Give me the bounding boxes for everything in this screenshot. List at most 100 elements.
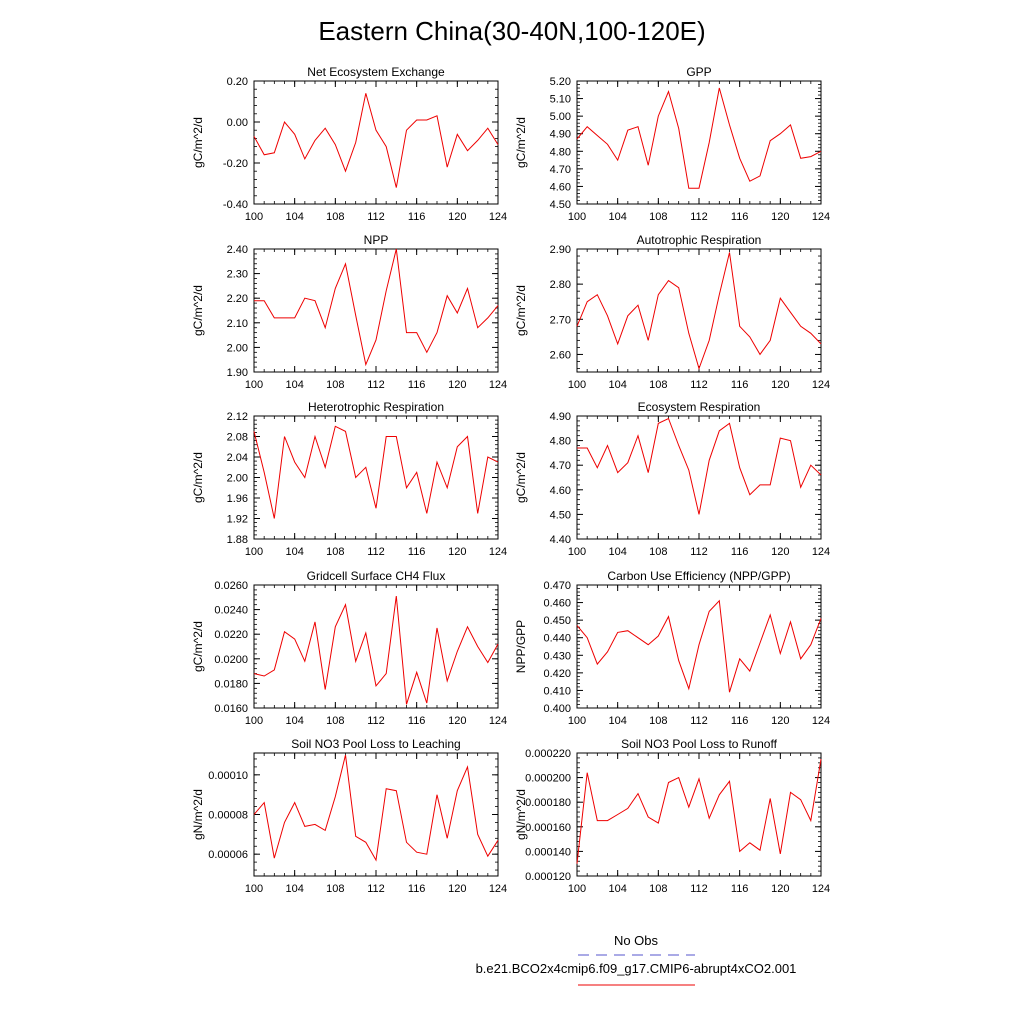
panel-carbon-use-efficiency-npp-gpp: Carbon Use Efficiency (NPP/GPP) NPP/GPP 0.…	[514, 569, 830, 727]
panel-gpp-ytick-label: 4.60	[550, 181, 571, 193]
panel-npp-ytick-label: 2.10	[227, 318, 248, 330]
panel-npp-ytick-label: 2.20	[227, 293, 248, 305]
panel-soil-no3-pool-loss-to-leaching-title: Soil NO3 Pool Loss to Leaching	[291, 737, 460, 751]
panel-npp-frame	[253, 248, 499, 373]
panel-soil-no3-pool-loss-to-runoff-xtick-label: 104	[608, 883, 626, 895]
panel-net-ecosystem-exchange-ylabel: gC/m^2/d	[191, 117, 205, 168]
panel-soil-no3-pool-loss-to-leaching-xtick-label: 112	[367, 883, 385, 895]
panel-autotrophic-respiration-xtick-label: 116	[731, 379, 749, 391]
panel-gpp-ytick-label: 4.80	[550, 146, 571, 158]
panel-gpp-ytick-label: 5.20	[550, 76, 571, 88]
panel-heterotrophic-respiration-xtick-label: 120	[448, 546, 466, 558]
panel-gridcell-surface-ch4-flux-ytick-label: 0.0180	[214, 678, 248, 690]
panel-net-ecosystem-exchange-xtick-label: 112	[367, 211, 385, 223]
panel-ecosystem-respiration-ytick-label: 4.80	[550, 436, 571, 448]
panel-net-ecosystem-exchange-xtick-label: 108	[326, 211, 344, 223]
panel-autotrophic-respiration-ylabel: gC/m^2/d	[514, 285, 528, 336]
panel-soil-no3-pool-loss-to-runoff: Soil NO3 Pool Loss to RunoffgN/m^2/d0.00…	[514, 737, 830, 895]
panel-gridcell-surface-ch4-flux-xtick-label: 124	[489, 715, 507, 727]
panel-autotrophic-respiration-ytick-label: 2.90	[550, 244, 571, 256]
panel-soil-no3-pool-loss-to-leaching-xtick-label: 116	[408, 883, 426, 895]
panel-heterotrophic-respiration-ytick-label: 1.92	[227, 514, 248, 526]
legend-model-label: b.e21.BCO2x4cmip6.f09_g17.CMIP6-abrupt4x…	[476, 961, 797, 976]
panel-autotrophic-respiration-xtick-label: 108	[649, 379, 667, 391]
panel-heterotrophic-respiration-ytick-label: 1.88	[227, 534, 248, 546]
panel-heterotrophic-respiration-ytick-label: 2.04	[227, 452, 248, 464]
panel-heterotrophic-respiration-title: Heterotrophic Respiration	[308, 400, 444, 414]
panel-net-ecosystem-exchange-ytick-label: -0.20	[223, 158, 248, 170]
panel-ecosystem-respiration-ytick-label: 4.90	[550, 411, 571, 423]
panel-carbon-use-efficiency-npp-gpp-ytick-label: 0.470	[543, 580, 571, 592]
panel-gpp-xtick-label: 120	[771, 211, 789, 223]
panel-gridcell-surface-ch4-flux-title: Gridcell Surface CH4 Flux	[307, 569, 446, 583]
panel-ecosystem-respiration-xtick-label: 112	[690, 546, 708, 558]
panel-gpp-ylabel: gC/m^2/d	[514, 117, 528, 168]
panel-autotrophic-respiration: Autotrophic Respiration gC/m^2/d 2.60 2.70 2…	[514, 233, 830, 391]
panel-gridcell-surface-ch4-flux: Gridcell Surface CH4 Flux gC/m^2/d 0.0160 0…	[191, 569, 507, 727]
panel-soil-no3-pool-loss-to-runoff-xtick-label: 112	[690, 883, 708, 895]
panel-soil-no3-pool-loss-to-runoff-xtick-label: 108	[649, 883, 667, 895]
panel-autotrophic-respiration-frame	[576, 248, 822, 373]
panel-autotrophic-respiration-xtick-label: 112	[690, 379, 708, 391]
panel-soil-no3-pool-loss-to-runoff-ytick-label: 0.000120	[525, 871, 571, 883]
panel-gridcell-surface-ch4-flux-xtick-label: 116	[408, 715, 426, 727]
panel-soil-no3-pool-loss-to-runoff-ylabel: gN/m^2/d	[514, 789, 528, 840]
panel-carbon-use-efficiency-npp-gpp-ytick-label: 0.420	[543, 668, 571, 680]
panel-soil-no3-pool-loss-to-leaching-xtick-label: 120	[448, 883, 466, 895]
panel-gpp-ytick-label: 4.90	[550, 129, 571, 141]
panel-npp-xtick-label: 108	[326, 379, 344, 391]
panel-carbon-use-efficiency-npp-gpp-xtick-label: 100	[568, 715, 586, 727]
panel-autotrophic-respiration-title: Autotrophic Respiration	[637, 233, 762, 247]
panel-npp-xtick-label: 104	[285, 379, 303, 391]
panel-net-ecosystem-exchange: Net Ecosystem Exchange gC/m^2/d -0.40 -0.20…	[191, 65, 507, 223]
panel-heterotrophic-respiration-ytick-label: 2.00	[227, 473, 248, 485]
panel-ecosystem-respiration-xtick-label: 116	[731, 546, 749, 558]
panel-npp-xtick-label: 120	[448, 379, 466, 391]
panel-heterotrophic-respiration-xtick-label: 108	[326, 546, 344, 558]
panel-ecosystem-respiration-ytick-label: 4.40	[550, 534, 571, 546]
panel-npp-series-line	[254, 248, 499, 367]
panel-gridcell-surface-ch4-flux-ytick-label: 0.0240	[214, 605, 248, 617]
panel-gpp-xtick-label: 108	[649, 211, 667, 223]
panel-ecosystem-respiration-title: Ecosystem Respiration	[638, 400, 761, 414]
panel-net-ecosystem-exchange-frame	[253, 80, 499, 205]
panel-net-ecosystem-exchange-xtick-label: 116	[408, 211, 426, 223]
panel-net-ecosystem-exchange-xtick-label: 100	[245, 211, 263, 223]
panel-carbon-use-efficiency-npp-gpp-series-line	[576, 599, 822, 693]
panel-gridcell-surface-ch4-flux-xtick-label: 104	[285, 715, 303, 727]
panel-gpp-ytick-label: 4.50	[550, 199, 571, 211]
panel-gpp-ytick-label: 5.10	[550, 94, 571, 106]
panel-net-ecosystem-exchange-ytick-label: -0.40	[223, 199, 248, 211]
panel-ecosystem-respiration-xtick-label: 120	[771, 546, 789, 558]
panel-npp-ytick-label: 2.40	[227, 244, 248, 256]
panel-npp-xtick-label: 116	[408, 379, 426, 391]
panel-gpp-series-line	[576, 87, 822, 189]
panel-soil-no3-pool-loss-to-leaching-series-line	[253, 754, 499, 862]
panel-heterotrophic-respiration-ytick-label: 2.12	[227, 411, 248, 423]
figure-title: Eastern China(30-40N,100-120E)	[318, 16, 705, 46]
panel-gridcell-surface-ch4-flux-frame	[253, 584, 499, 709]
panel-soil-no3-pool-loss-to-leaching-xtick-label: 108	[326, 883, 344, 895]
panel-gpp-frame	[576, 80, 822, 205]
panel-gpp: GPP gC/m^2/d 4.50 4.60 4.70 4.80 4.90 5.00 5.10 5…	[514, 65, 830, 223]
panel-autotrophic-respiration-ytick-label: 2.80	[550, 279, 571, 291]
legend-obs-label: No Obs	[614, 933, 659, 948]
panel-carbon-use-efficiency-npp-gpp-title: Carbon Use Efficiency (NPP/GPP)	[607, 569, 790, 583]
panel-ecosystem-respiration-xtick-label: 100	[568, 546, 586, 558]
panel-soil-no3-pool-loss-to-leaching-ylabel: gN/m^2/d	[191, 789, 205, 840]
panel-ecosystem-respiration-ytick-label: 4.60	[550, 485, 571, 497]
panel-carbon-use-efficiency-npp-gpp-ytick-label: 0.410	[543, 685, 571, 697]
panel-heterotrophic-respiration-xtick-label: 100	[245, 546, 263, 558]
panel-autotrophic-respiration-series-line	[576, 252, 822, 371]
panel-heterotrophic-respiration-xtick-label: 124	[489, 546, 507, 558]
panel-heterotrophic-respiration-ylabel: gC/m^2/d	[191, 452, 205, 503]
panel-npp-ylabel: gC/m^2/d	[191, 285, 205, 336]
panel-net-ecosystem-exchange-ytick-label: 0.00	[227, 117, 248, 129]
panel-ecosystem-respiration-ylabel: gC/m^2/d	[514, 452, 528, 503]
panel-soil-no3-pool-loss-to-runoff-ytick-label: 0.000220	[525, 748, 571, 760]
panel-autotrophic-respiration-xtick-label: 104	[608, 379, 626, 391]
panel-npp-xtick-label: 112	[367, 379, 385, 391]
panel-soil-no3-pool-loss-to-leaching-ytick-label: 0.00006	[208, 849, 248, 861]
panel-gpp-xtick-label: 124	[812, 211, 830, 223]
